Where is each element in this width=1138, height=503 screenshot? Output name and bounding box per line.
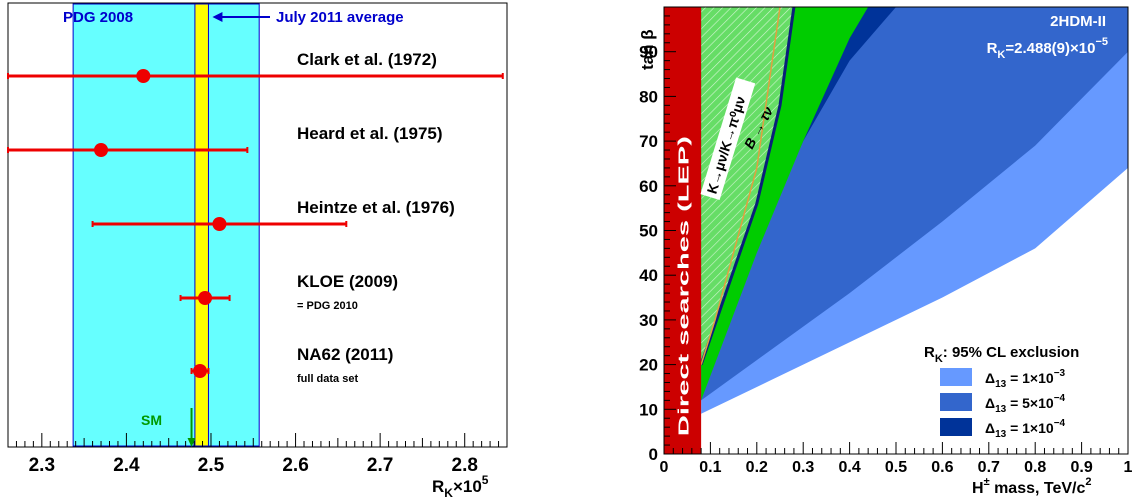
- sm-arrow-head: [187, 438, 196, 447]
- right-y-axis-label: tan β: [638, 29, 657, 70]
- region-kaon-ratio: [701, 7, 794, 365]
- marker: [192, 364, 207, 378]
- pdg2008-label: PDG 2008: [63, 9, 133, 26]
- y-tick-label: 60: [639, 177, 658, 196]
- point-label: Heintze et al. (1976): [297, 198, 455, 217]
- y-tick-label: 90: [639, 43, 658, 62]
- x-tick-label: 2.6: [282, 455, 308, 476]
- point-label: Heard et al. (1975): [297, 124, 443, 143]
- legend-entry: Δ13 = 1×10−3: [985, 368, 1066, 390]
- x-tick-label: 0.4: [838, 459, 860, 476]
- legend-entry: Δ13 = 1×10−4: [985, 418, 1066, 440]
- y-tick-label: 0: [649, 445, 658, 464]
- y-tick-label: 40: [639, 266, 658, 285]
- x-tick-label: 0.1: [699, 459, 721, 476]
- y-tick-label: 80: [639, 87, 658, 106]
- x-tick-label: 2.5: [198, 455, 225, 476]
- kaon-band-edge-inner: [700, 7, 781, 365]
- marker: [136, 69, 151, 83]
- right-panel: 0 0.1 0.2 0.3 0.4 0.5 0.6 0.7 0.8 0.9 101020304050…: [638, 6, 1133, 497]
- average-arrow-head: [212, 12, 223, 22]
- marker: [94, 143, 109, 157]
- marker: [198, 291, 213, 305]
- rk-value: RK=2.488(9)×10−5: [987, 36, 1108, 61]
- legend-swatch: [940, 393, 972, 411]
- data-point: KLOE (2009) = PDG 2010: [179, 272, 398, 312]
- marker: [212, 217, 227, 231]
- x-tick-label: 0.7: [978, 459, 1000, 476]
- x-tick-label: 0.8: [1024, 459, 1046, 476]
- data-point: NA62 (2011) full data set: [190, 345, 393, 385]
- x-tick-label: 2.8: [452, 455, 478, 476]
- x-tick-label: 0.9: [1070, 459, 1092, 476]
- kaon-label-bg: [700, 77, 756, 201]
- legend-swatch: [940, 418, 972, 436]
- y-tick-label: 30: [639, 311, 658, 330]
- kaon-band-edge: [699, 7, 796, 366]
- average-label: July 2011 average: [276, 9, 404, 26]
- x-tick-label: 1: [1124, 459, 1133, 476]
- y-tick-label: 50: [639, 222, 658, 241]
- legend: Δ13 = 1×10−3 Δ13 = 5×10−4 Δ13 = 1×10−4: [940, 368, 1066, 440]
- x-tick-label: 0.2: [746, 459, 768, 476]
- y-tick-label: 20: [639, 356, 658, 375]
- point-sublabel: full data set: [297, 373, 358, 385]
- x-tick-label: 0.3: [792, 459, 814, 476]
- data-point: Heard et al. (1975): [7, 124, 443, 157]
- x-tick-label: 0.6: [931, 459, 953, 476]
- right-x-axis-label: H± mass, TeV/c2: [972, 476, 1092, 497]
- x-tick-label: 0.5: [885, 459, 907, 476]
- lep-label: Direct searches (LEP): [676, 136, 693, 436]
- y-tick-label: 70: [639, 132, 658, 151]
- point-sublabel: = PDG 2010: [297, 300, 358, 312]
- legend-entry: Δ13 = 5×10−4: [985, 393, 1066, 415]
- legend-swatch: [940, 368, 972, 386]
- x-tick-label: 2.3: [29, 455, 55, 476]
- x-tick-label: 2.4: [113, 455, 140, 476]
- x-tick-label: 0: [660, 459, 669, 476]
- point-label: NA62 (2011): [297, 345, 393, 364]
- left-x-axis-label: RK×105: [432, 473, 489, 500]
- data-point: Clark et al. (1972): [7, 50, 504, 83]
- point-label: KLOE (2009): [297, 272, 398, 291]
- left-panel: PDG 2008 July 2011 average Clark et al. …: [7, 2, 508, 500]
- legend-title: RK: 95% CL exclusion: [924, 344, 1079, 365]
- x-tick-label: 2.7: [367, 455, 393, 476]
- y-tick-label: 10: [639, 400, 658, 419]
- data-point: Heintze et al. (1976): [91, 198, 455, 231]
- model-label: 2HDM-II: [1050, 13, 1106, 30]
- point-label: Clark et al. (1972): [297, 50, 437, 69]
- sm-label: SM: [141, 412, 162, 428]
